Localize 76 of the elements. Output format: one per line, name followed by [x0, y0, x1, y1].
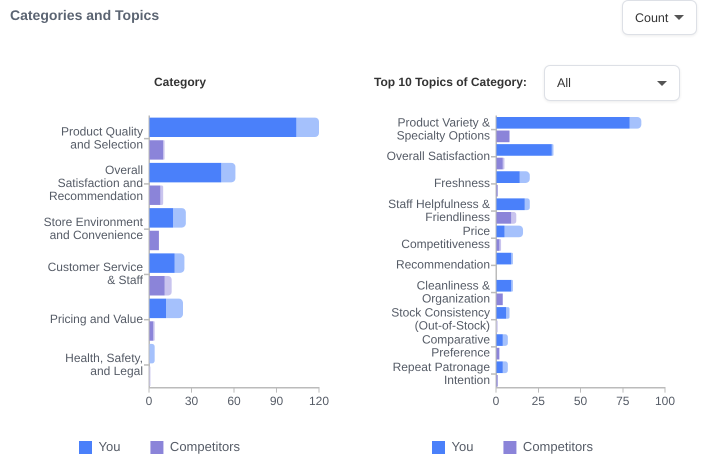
- y-tick-label: Cleanliness & Organization: [416, 278, 490, 306]
- bar: [150, 118, 296, 138]
- bar: [150, 344, 155, 364]
- bar: [496, 348, 500, 360]
- bar: [496, 239, 500, 251]
- bar: [173, 208, 186, 228]
- y-tick-label: Stock Consistency (Out-of-Stock): [391, 306, 490, 333]
- x-tick-label: 0: [146, 394, 153, 408]
- y-tick-label: Price Competitiveness: [401, 224, 490, 252]
- bar: [166, 298, 183, 318]
- x-tick-label: 90: [270, 394, 284, 408]
- y-tick-label: Health, Safety, and Legal: [65, 350, 143, 378]
- bar: [496, 158, 503, 170]
- bar: [504, 226, 524, 238]
- bar: [496, 130, 510, 142]
- x-tick-label: 30: [184, 394, 198, 408]
- bar: [502, 361, 508, 374]
- bar: [174, 253, 184, 273]
- text: Count: [635, 10, 668, 24]
- y-tick-label: Repeat Patronage Intention: [392, 360, 490, 387]
- text: All: [557, 76, 571, 90]
- x-tick-label: 75: [616, 394, 630, 408]
- x-tick-label: 60: [227, 394, 241, 408]
- bar: [496, 361, 503, 374]
- y-tick-label: Comparative Preference: [422, 332, 490, 360]
- bar: [496, 198, 525, 210]
- y-tick-label: Recommendation: [396, 258, 490, 272]
- bar: [150, 162, 222, 182]
- y-tick-label: Overall Satisfaction and Recommendation: [48, 163, 143, 204]
- x-tick-label: 120: [308, 394, 330, 408]
- bar: [150, 185, 160, 205]
- bar: [496, 212, 512, 224]
- bar: [150, 276, 165, 296]
- bar: [496, 307, 506, 319]
- chart-title: Top 10 Topics of Category:: [374, 75, 527, 89]
- bar: [630, 116, 642, 129]
- bar: [150, 321, 154, 341]
- chart-title: Category: [152, 75, 207, 89]
- bar: [496, 334, 503, 346]
- x-tick-label: 100: [654, 394, 676, 408]
- bar: [296, 118, 319, 138]
- bar: [502, 334, 508, 346]
- text: Categories and Topics: [10, 7, 160, 23]
- x-tick-label: 50: [574, 394, 588, 408]
- bar: [506, 307, 510, 319]
- bar: [150, 298, 166, 318]
- bar: [520, 171, 530, 183]
- bar: [164, 276, 172, 296]
- bar: [150, 253, 174, 273]
- legend-label: Competitors: [170, 439, 241, 454]
- y-tick-label: Staff Helpfulness & Friendliness: [388, 196, 490, 224]
- bar: [496, 226, 504, 238]
- x-tick-label: 0: [492, 394, 500, 408]
- y-tick-label: Freshness: [434, 176, 490, 190]
- y-tick-label: Store Environment and Convenience: [44, 214, 144, 242]
- bar: [524, 198, 530, 210]
- bar: [221, 162, 236, 182]
- bar: [150, 208, 174, 228]
- bar: [496, 280, 512, 292]
- y-tick-label: Customer Service & Staff: [48, 260, 144, 288]
- legend-label: You: [98, 439, 120, 454]
- y-tick-label: Pricing and Value: [50, 312, 144, 326]
- x-tick-label: 25: [532, 394, 546, 408]
- bar: [496, 116, 630, 129]
- legend-label: Competitors: [522, 439, 594, 454]
- y-tick-label: Overall Satisfaction: [386, 149, 490, 164]
- legend-label: You: [451, 439, 474, 454]
- bar: [496, 171, 520, 183]
- bar: [496, 144, 552, 156]
- bar: [511, 212, 516, 224]
- y-tick-label: Product Quality and Selection: [60, 124, 143, 152]
- bar: [150, 140, 164, 160]
- bar: [496, 252, 512, 264]
- bar: [496, 293, 503, 306]
- bar: [150, 230, 159, 250]
- y-tick-label: Product Variety & Specialty Options: [396, 115, 490, 142]
